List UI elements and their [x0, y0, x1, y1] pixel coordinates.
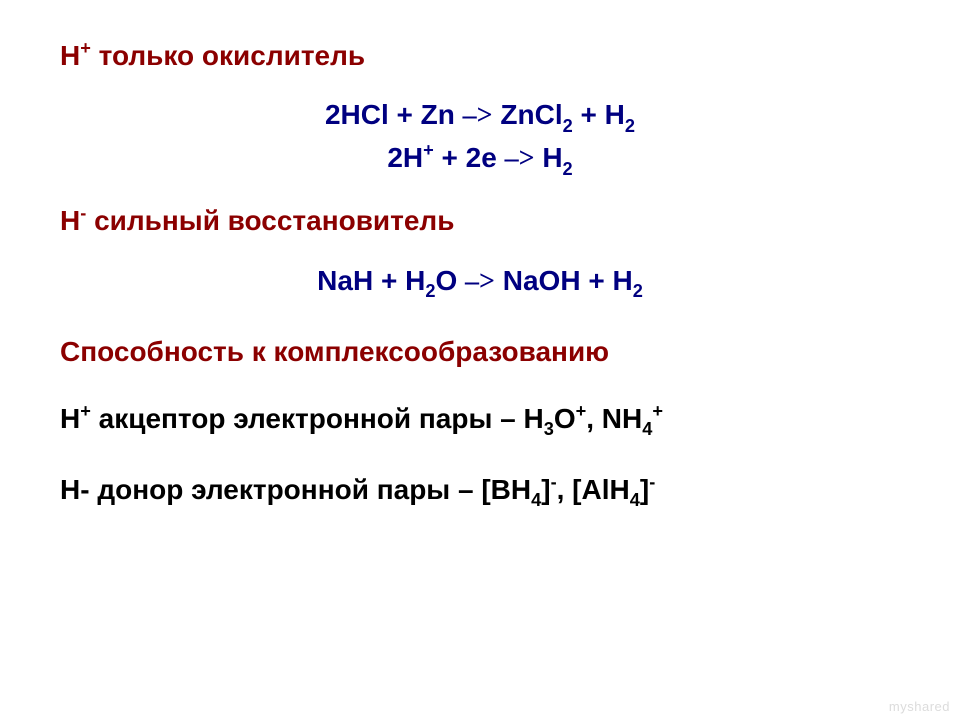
equation-nah-h2o: NaH + H2O –> NaOH + H2 — [60, 261, 900, 304]
slide-container: H+ только окислитель 2HCl + Zn –> ZnCl2 … — [0, 0, 960, 720]
arrow-icon: –> — [505, 143, 535, 174]
equation-hcl-zn: 2HCl + Zn –> ZnCl2 + H2 — [60, 95, 900, 138]
heading-oxidizer: H+ только окислитель — [60, 36, 900, 75]
heading-complexation: Способность к комплексообразованию — [60, 332, 900, 371]
h-plus-symbol: H+ — [60, 40, 99, 71]
equation-2h-2e: 2H+ + 2e –> H2 — [60, 138, 900, 181]
arrow-icon: –> — [463, 100, 493, 131]
watermark-text: myshared — [889, 699, 950, 714]
heading-reducer: H- сильный восстановитель — [60, 201, 900, 240]
body-acceptor: H+ акцептор электронной пары – H3O+, NH4… — [60, 399, 900, 442]
body-donor: H- донор электронной пары – [BH4]-, [AlH… — [60, 470, 900, 513]
arrow-icon: –> — [465, 266, 495, 297]
h-minus-symbol: H- — [60, 205, 94, 236]
